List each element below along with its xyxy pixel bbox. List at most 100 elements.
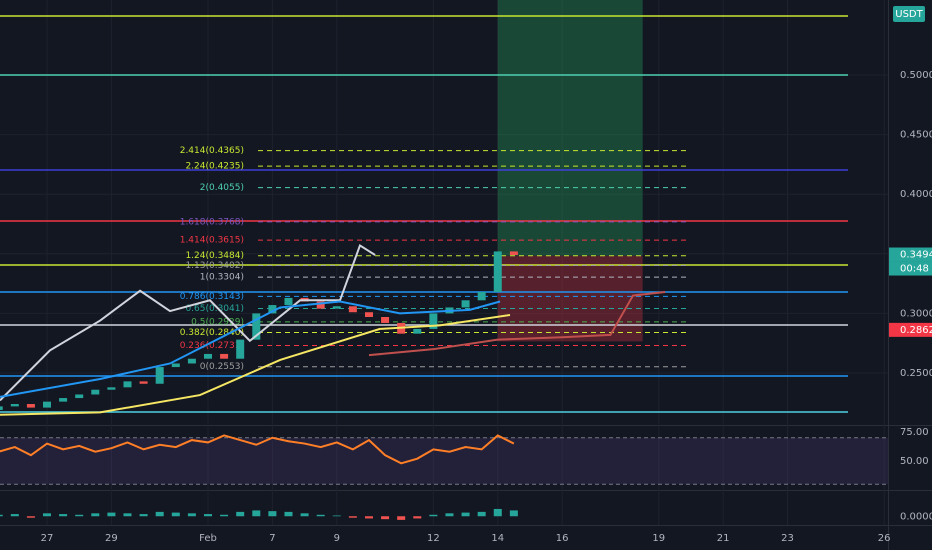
fib-label: 2(0.4055)	[200, 183, 244, 193]
macd-bar	[300, 513, 309, 517]
macd-bar	[91, 513, 100, 517]
loss-zone	[497, 255, 643, 342]
candle	[316, 301, 325, 309]
fib-label: 0.786(0.3143)	[180, 292, 244, 302]
x-tick-label: 21	[717, 533, 730, 544]
macd-bar	[107, 512, 116, 517]
macd-bar	[348, 516, 357, 518]
macd-bar	[364, 516, 373, 519]
candle	[187, 358, 196, 364]
y-tick-label: 75.00	[900, 427, 929, 438]
candle	[139, 381, 148, 384]
candle	[236, 339, 245, 359]
candle	[107, 387, 116, 390]
candle	[461, 300, 470, 308]
candle	[75, 394, 84, 399]
macd-bar	[171, 512, 180, 517]
macd-bar	[397, 516, 406, 520]
macd-bar	[187, 513, 196, 517]
candle	[493, 251, 502, 292]
candle	[429, 313, 438, 329]
currency-badge	[893, 6, 925, 22]
macd-bar	[123, 513, 132, 517]
x-tick-label: 26	[878, 533, 891, 544]
macd-bar	[155, 511, 164, 517]
candle	[171, 363, 180, 368]
macd-bar	[381, 516, 390, 520]
macd-bar	[59, 514, 68, 517]
indicator-line	[0, 313, 511, 416]
candle	[477, 291, 486, 301]
fib-label: 1(0.3304)	[200, 273, 244, 283]
y-tick-label: 50.00	[900, 456, 929, 467]
x-tick-label: 19	[652, 533, 665, 544]
macd-bar	[10, 514, 19, 517]
x-tick-label: 16	[556, 533, 569, 544]
fib-label: 1.13(0.3402)	[185, 261, 244, 271]
indicator-line	[0, 243, 376, 402]
fib-label: 2.24(0.4235)	[185, 162, 244, 172]
fib-label: 1.414(0.3615)	[180, 236, 244, 246]
candle	[203, 353, 212, 359]
macd-bar	[461, 512, 470, 517]
countdown-badge	[889, 261, 932, 276]
x-tick-label: 23	[781, 533, 794, 544]
fib-label: 1.618(0.3768)	[180, 217, 244, 227]
fib-label: 1.24(0.3484)	[185, 251, 244, 261]
x-tick-label: 12	[427, 533, 440, 544]
candle	[509, 251, 518, 255]
fib-label: 0(0.2553)	[200, 362, 244, 372]
candle	[348, 306, 357, 313]
countdown-label: 00:48	[900, 264, 929, 275]
price-badge	[889, 322, 932, 337]
price-badge-label: 0.3494	[900, 250, 932, 261]
candle	[381, 316, 390, 323]
macd-bar	[43, 513, 52, 517]
macd-bar	[0, 514, 3, 517]
macd-bar	[75, 514, 84, 517]
candle	[155, 367, 164, 384]
candle	[10, 404, 19, 407]
indicator-line	[0, 300, 501, 398]
y-tick-label: 0.3000	[900, 308, 932, 319]
macd-bar	[477, 511, 486, 517]
rsi-band	[0, 437, 888, 485]
candle	[220, 353, 229, 359]
macd-bar	[413, 516, 422, 519]
currency-label: USDT	[895, 9, 923, 20]
y-tick-label: 0.5000	[900, 70, 932, 81]
price-badge-label: 0.2862	[900, 325, 932, 336]
macd-bar	[509, 510, 518, 517]
y-tick-label: 0.4000	[900, 189, 932, 200]
y-tick-label: 0.2500	[900, 368, 932, 379]
fib-label: 0.382(0.2840)	[180, 328, 244, 338]
macd-bar	[445, 513, 454, 517]
macd-bar	[429, 514, 438, 517]
macd-bar	[332, 515, 341, 517]
price-badge	[889, 247, 932, 262]
candle	[252, 313, 261, 340]
rsi-line	[0, 434, 515, 465]
fib-label: 2.414(0.4365)	[180, 146, 244, 156]
macd-bar	[252, 510, 261, 517]
fib-label: 0.65(0.3041)	[185, 304, 244, 314]
candle	[91, 389, 100, 395]
indicator-line	[368, 290, 666, 357]
macd-bar	[268, 511, 277, 517]
x-tick-label: Feb	[199, 533, 217, 544]
candle	[268, 305, 277, 314]
macd-bar	[26, 516, 35, 518]
candle	[43, 401, 52, 408]
x-tick-label: 7	[269, 533, 275, 544]
candle	[413, 328, 422, 334]
x-tick-label: 29	[105, 533, 118, 544]
x-tick-label: 14	[491, 533, 504, 544]
candle	[123, 381, 132, 388]
x-tick-label: 27	[41, 533, 54, 544]
y-tick-label: 0.4500	[900, 130, 932, 141]
macd-bar	[139, 514, 148, 517]
fib-label: 0.236(0.2731)	[180, 341, 244, 351]
fib-label: 0.5(0.2929)	[191, 317, 244, 327]
macd-bar	[316, 514, 325, 517]
